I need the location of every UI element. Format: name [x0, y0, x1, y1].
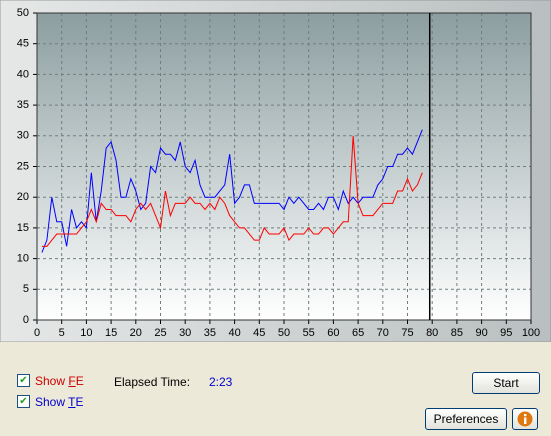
preferences-button[interactable]: Preferences: [425, 408, 507, 430]
x-tick-label: 55: [303, 327, 315, 339]
y-tick-label: 30: [17, 130, 29, 142]
y-tick-label: 10: [17, 253, 29, 265]
y-tick-label: 40: [17, 68, 29, 80]
y-tick-label: 35: [17, 99, 29, 111]
y-tick-label: 0: [23, 314, 29, 326]
checkbox-label[interactable]: Show FE: [35, 374, 84, 388]
y-tick-label: 5: [23, 283, 29, 295]
y-tick-label: 25: [17, 160, 29, 172]
x-tick-label: 50: [278, 327, 290, 339]
y-tick-label: 20: [17, 191, 29, 203]
plot-border: [36, 12, 532, 321]
x-tick-label: 90: [475, 327, 487, 339]
x-tick-label: 10: [80, 327, 92, 339]
x-tick-label: 65: [352, 327, 364, 339]
start-button[interactable]: Start: [472, 372, 540, 394]
elapsed-label: Elapsed Time:: [114, 375, 191, 389]
checkbox[interactable]: ✔: [17, 374, 30, 387]
checkbox-label[interactable]: Show TE: [35, 395, 84, 409]
x-tick-label: 75: [401, 327, 413, 339]
x-tick-label: 0: [34, 327, 40, 339]
info-button[interactable]: [512, 408, 538, 430]
x-tick-label: 80: [426, 327, 438, 339]
checkbox[interactable]: ✔: [17, 395, 30, 408]
x-tick-label: 30: [179, 327, 191, 339]
x-tick-label: 100: [522, 327, 540, 339]
x-tick-label: 40: [228, 327, 240, 339]
x-tick-label: 95: [500, 327, 512, 339]
y-tick-label: 15: [17, 222, 29, 234]
chart: 0 5 10 15 20 25 30 35 40 45 50 0 5 10 15 20 25 30 35 40 45 50…: [0, 0, 551, 342]
x-tick-label: 20: [130, 327, 142, 339]
elapsed-value: 2:23: [209, 375, 233, 389]
y-tick-label: 45: [17, 38, 29, 50]
x-tick-label: 25: [154, 327, 166, 339]
x-tick-label: 5: [59, 327, 65, 339]
series-line: [41, 135, 423, 247]
y-tick-label: 50: [17, 7, 29, 19]
x-tick-label: 45: [253, 327, 265, 339]
x-tick-label: 70: [377, 327, 389, 339]
x-tick-label: 35: [204, 327, 216, 339]
series-line: [41, 129, 423, 253]
x-tick-label: 85: [451, 327, 463, 339]
x-tick-label: 15: [105, 327, 117, 339]
info-icon: [517, 411, 533, 427]
x-tick-label: 60: [327, 327, 339, 339]
